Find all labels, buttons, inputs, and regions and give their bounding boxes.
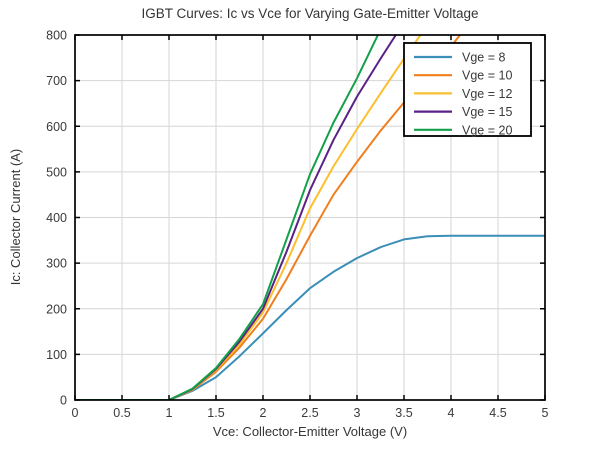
x-tick-label: 3 xyxy=(354,406,361,420)
x-tick-label: 3.5 xyxy=(395,406,412,420)
y-tick-label: 100 xyxy=(46,348,67,362)
legend-label: Vge = 15 xyxy=(462,105,512,119)
y-tick-label: 300 xyxy=(46,257,67,271)
y-tick-label: 700 xyxy=(46,74,67,88)
x-tick-label: 1.5 xyxy=(207,406,224,420)
curve-vge-20 xyxy=(75,35,379,400)
chart-title: IGBT Curves: Ic vs Vce for Varying Gate-… xyxy=(141,6,479,21)
y-tick-label: 600 xyxy=(46,120,67,134)
x-tick-label: 2.5 xyxy=(301,406,318,420)
x-tick-label: 0 xyxy=(72,406,79,420)
y-tick-label: 800 xyxy=(46,29,67,43)
curve-vge-8 xyxy=(75,234,545,400)
y-axis-label: Ic: Collector Current (A) xyxy=(8,148,23,286)
legend-label: Vge = 20 xyxy=(462,123,512,137)
y-tick-label: 0 xyxy=(60,394,67,408)
x-tick-label: 1 xyxy=(166,406,173,420)
y-tick-label: 500 xyxy=(46,165,67,179)
x-tick-label: 4 xyxy=(448,406,455,420)
legend xyxy=(403,42,532,137)
x-tick-label: 4.5 xyxy=(489,406,506,420)
y-tick-label: 400 xyxy=(46,211,67,225)
legend-label: Vge = 12 xyxy=(462,87,512,101)
x-tick-label: 2 xyxy=(260,406,267,420)
x-tick-label: 5 xyxy=(542,406,549,420)
x-tick-label: 0.5 xyxy=(113,406,130,420)
y-tick-label: 200 xyxy=(46,302,67,316)
legend-label: Vge = 10 xyxy=(462,69,512,83)
x-axis-label: Vce: Collector-Emitter Voltage (V) xyxy=(212,424,408,439)
legend-label: Vge = 8 xyxy=(462,51,505,65)
